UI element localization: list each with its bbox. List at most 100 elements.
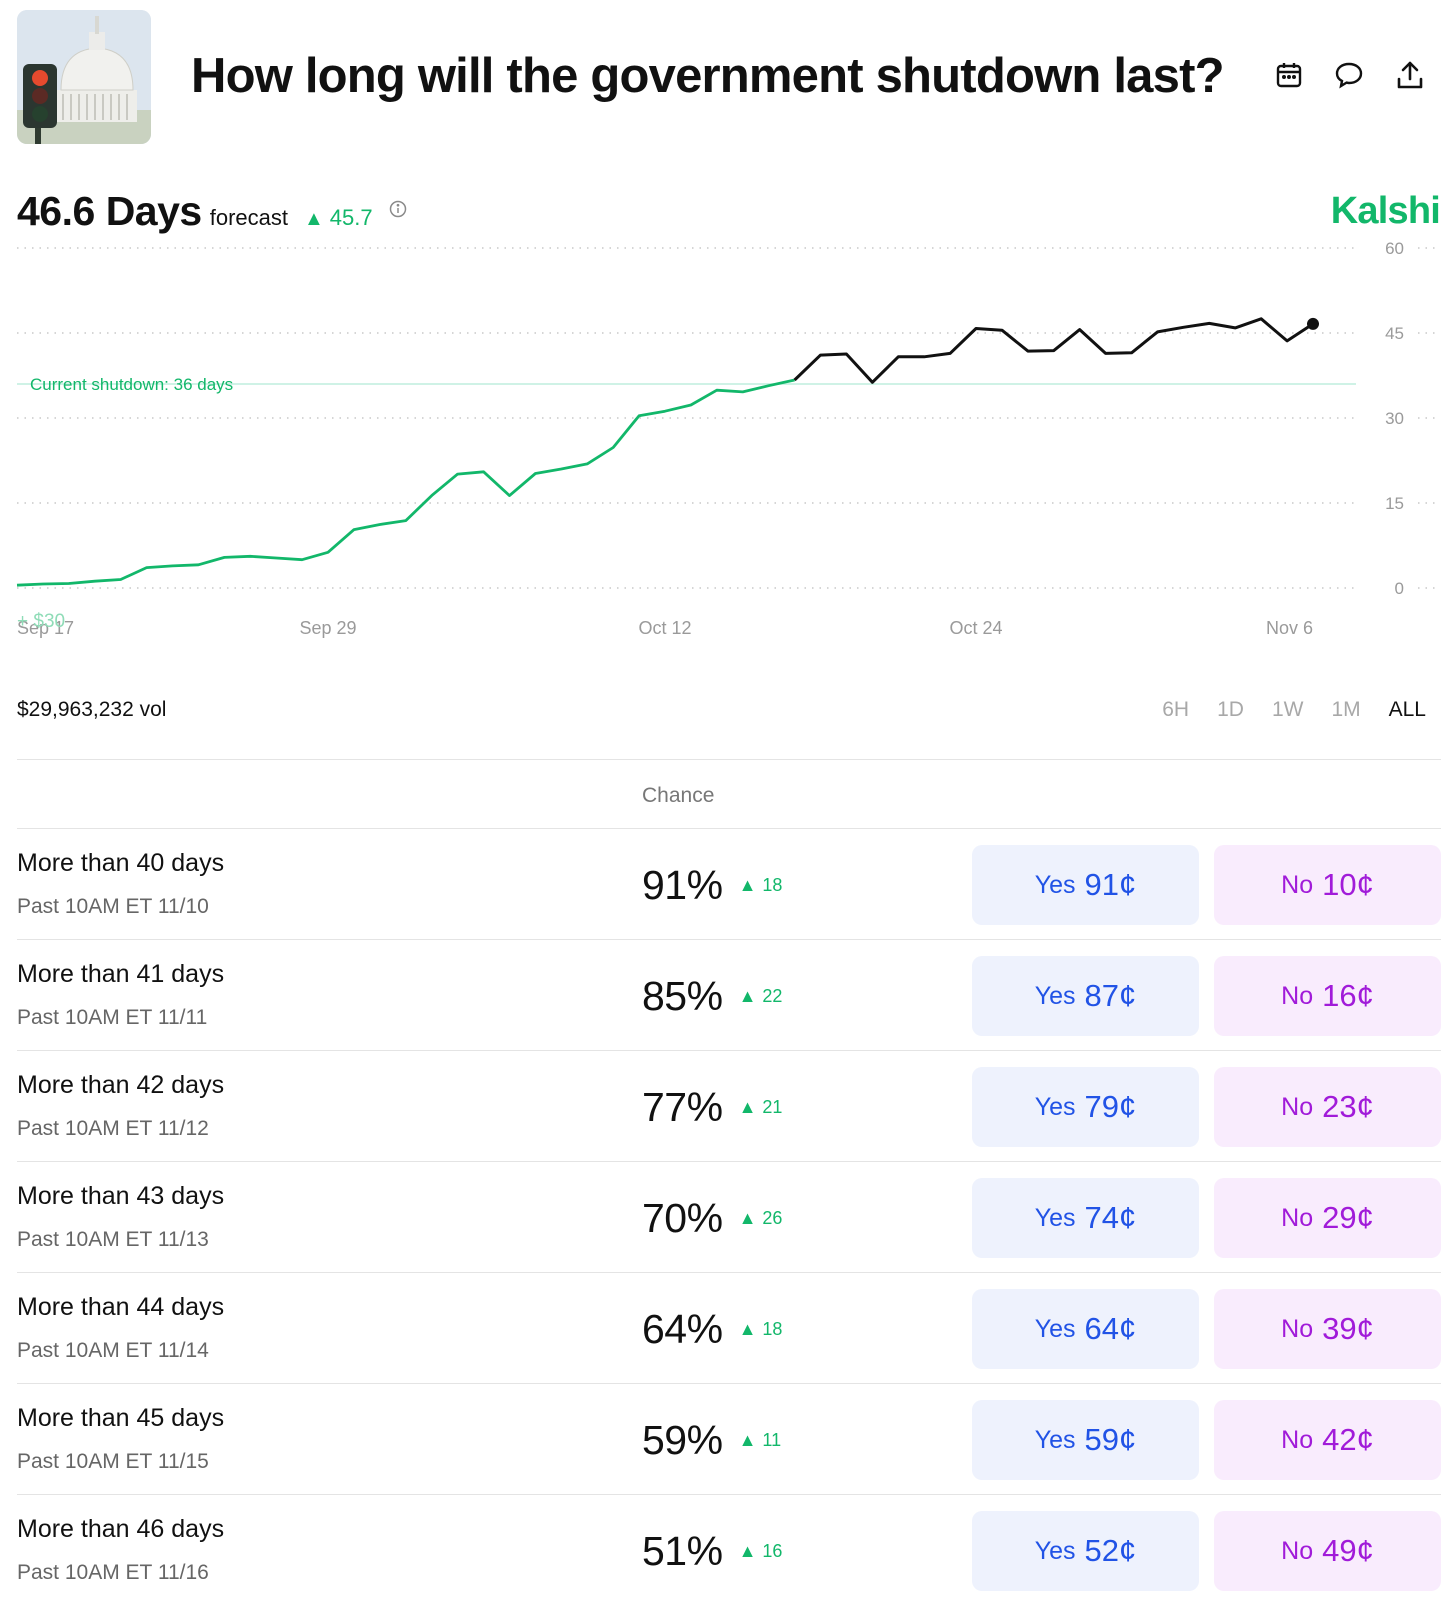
no-price: 42¢ <box>1322 1422 1374 1457</box>
yes-price: 64¢ <box>1084 1311 1137 1346</box>
latest-point-marker <box>1307 317 1319 330</box>
chance-change: ▲ 18 <box>739 1319 783 1340</box>
forecast-value: 46.6 Days <box>17 188 202 234</box>
no-label: No <box>1281 981 1314 1010</box>
outcome-title: More than 45 days <box>17 1404 225 1432</box>
chance-change-value: 11 <box>762 1430 782 1450</box>
outcome-chance: 64% ▲ 18 <box>642 1306 782 1353</box>
outcome-chance: 85% ▲ 22 <box>642 973 782 1020</box>
outcome-title: More than 42 days <box>17 1071 225 1099</box>
chance-percent: 70% <box>642 1195 723 1241</box>
chance-change-value: 22 <box>762 986 783 1006</box>
range-6h[interactable]: 6H <box>1162 698 1190 721</box>
buy-no-button[interactable]: No 10¢ <box>1214 845 1441 925</box>
y-tick-label: 15 <box>1385 494 1404 513</box>
share-icon[interactable] <box>1393 58 1427 92</box>
outcome-deadline: Past 10AM ET 11/12 <box>17 1117 209 1140</box>
outcome-chance: 91% ▲ 18 <box>642 862 782 909</box>
buy-no-button[interactable]: No 42¢ <box>1214 1400 1441 1480</box>
buy-yes-button[interactable]: Yes 91¢ <box>972 845 1199 925</box>
range-1m[interactable]: 1M <box>1331 698 1361 721</box>
divider <box>17 759 1441 760</box>
buy-no-button[interactable]: No 29¢ <box>1214 1178 1441 1258</box>
y-tick-label: 0 <box>1395 579 1404 598</box>
chance-change-value: 26 <box>762 1208 783 1228</box>
y-tick-label: 45 <box>1385 324 1404 343</box>
info-icon[interactable] <box>389 200 407 223</box>
chance-percent: 64% <box>642 1306 723 1352</box>
outcome-deadline: Past 10AM ET 11/15 <box>17 1450 209 1473</box>
buy-no-button[interactable]: No 49¢ <box>1214 1511 1441 1591</box>
y-tick-label: 60 <box>1385 239 1404 258</box>
market-thumbnail <box>17 10 151 144</box>
yes-label: Yes <box>1034 1203 1076 1232</box>
time-range-selector: 6H 1D 1W 1M ALL <box>1134 698 1426 722</box>
no-price: 23¢ <box>1322 1089 1374 1124</box>
range-1d[interactable]: 1D <box>1217 698 1244 721</box>
yes-label: Yes <box>1034 1425 1076 1454</box>
no-label: No <box>1281 870 1314 899</box>
no-label: No <box>1281 1425 1314 1454</box>
forecast-line-past <box>16 378 795 587</box>
range-all[interactable]: ALL <box>1388 698 1426 721</box>
chance-percent: 85% <box>642 973 723 1019</box>
chance-change: ▲ 16 <box>739 1541 783 1562</box>
outcome-deadline: Past 10AM ET 11/14 <box>17 1339 209 1362</box>
forecast-summary: 46.6 Days forecast ▲ 45.7 <box>17 188 407 235</box>
no-price: 16¢ <box>1322 978 1374 1013</box>
outcome-row: More than 40 days Past 10AM ET 11/10 91%… <box>17 829 1441 940</box>
outcome-title: More than 40 days <box>17 849 225 877</box>
chance-change-value: 18 <box>762 1319 783 1339</box>
chance-change-value: 16 <box>762 1541 783 1561</box>
forecast-change-value: 45.7 <box>329 205 373 230</box>
yes-label: Yes <box>1034 870 1076 899</box>
outcome-deadline: Past 10AM ET 11/16 <box>17 1561 209 1584</box>
buy-yes-button[interactable]: Yes 64¢ <box>972 1289 1199 1369</box>
yes-label: Yes <box>1034 1092 1076 1121</box>
calendar-icon[interactable] <box>1272 58 1306 92</box>
range-1w[interactable]: 1W <box>1271 698 1304 721</box>
buy-no-button[interactable]: No 23¢ <box>1214 1067 1441 1147</box>
buy-yes-button[interactable]: Yes 59¢ <box>972 1400 1199 1480</box>
no-label: No <box>1281 1203 1314 1232</box>
chance-column-header: Chance <box>642 784 715 807</box>
chance-percent: 77% <box>642 1084 723 1130</box>
no-price: 29¢ <box>1322 1200 1374 1235</box>
outcome-row: More than 44 days Past 10AM ET 11/14 64%… <box>17 1273 1441 1384</box>
no-price: 39¢ <box>1322 1311 1374 1346</box>
yes-label: Yes <box>1034 1314 1076 1343</box>
buy-yes-button[interactable]: Yes 74¢ <box>972 1178 1199 1258</box>
chance-percent: 59% <box>642 1417 723 1463</box>
buy-yes-button[interactable]: Yes 87¢ <box>972 956 1199 1036</box>
outcome-deadline: Past 10AM ET 11/13 <box>17 1228 209 1251</box>
x-tick-label: Sep 29 <box>300 618 357 638</box>
volume-label: $29,963,232 vol <box>17 698 167 721</box>
forecast-line-recent <box>793 317 1314 384</box>
no-price: 49¢ <box>1322 1533 1374 1568</box>
comment-icon[interactable] <box>1332 58 1366 92</box>
no-label: No <box>1281 1092 1314 1121</box>
buy-yes-button[interactable]: Yes 79¢ <box>972 1067 1199 1147</box>
divider <box>17 828 1441 829</box>
no-label: No <box>1281 1536 1314 1565</box>
outcome-row: More than 43 days Past 10AM ET 11/13 70%… <box>17 1162 1441 1273</box>
buy-no-button[interactable]: No 16¢ <box>1214 956 1441 1036</box>
buy-yes-button[interactable]: Yes 52¢ <box>972 1511 1199 1591</box>
forecast-change: ▲ 45.7 <box>304 205 373 231</box>
outcome-row: More than 45 days Past 10AM ET 11/15 59%… <box>17 1384 1441 1495</box>
up-triangle-icon: ▲ <box>738 1319 757 1339</box>
x-tick-label: Oct 12 <box>638 618 691 638</box>
outcome-row: More than 41 days Past 10AM ET 11/11 85%… <box>17 940 1441 1051</box>
outcome-chance: 77% ▲ 21 <box>642 1084 782 1131</box>
outcome-chance: 51% ▲ 16 <box>642 1528 782 1575</box>
no-price: 10¢ <box>1322 867 1374 902</box>
forecast-label: forecast <box>209 205 288 230</box>
buy-no-button[interactable]: No 39¢ <box>1214 1289 1441 1369</box>
chance-change: ▲ 22 <box>739 986 783 1007</box>
up-triangle-icon: ▲ <box>738 986 757 1006</box>
up-triangle-icon: ▲ <box>738 1430 757 1450</box>
chance-percent: 51% <box>642 1528 723 1574</box>
yes-label: Yes <box>1034 981 1076 1010</box>
outcome-title: More than 43 days <box>17 1182 225 1210</box>
